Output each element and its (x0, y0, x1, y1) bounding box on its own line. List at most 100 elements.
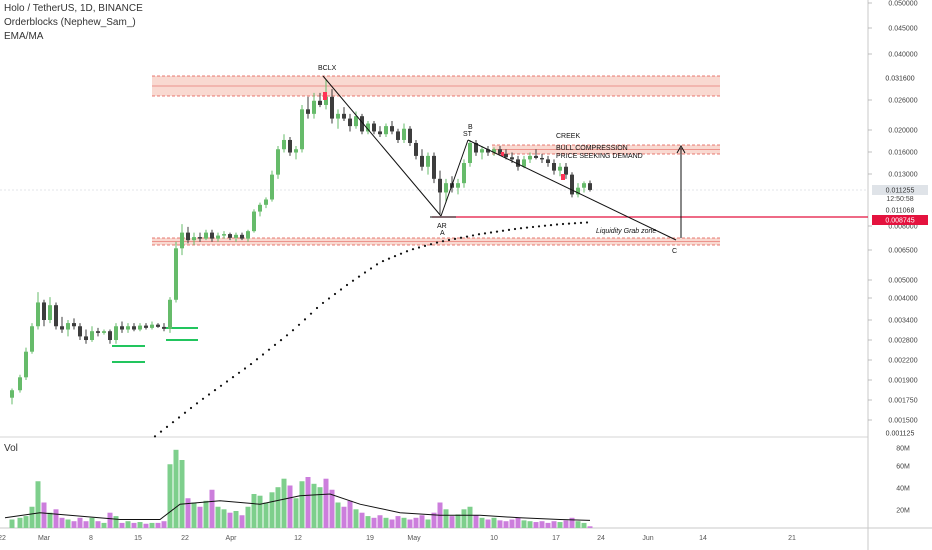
candle-body (342, 113, 346, 119)
candle-body (576, 187, 580, 195)
candle (588, 180, 592, 192)
candle-body (96, 331, 100, 333)
candle-body (552, 163, 556, 171)
candle-body (48, 305, 52, 320)
candle (108, 329, 112, 344)
highlight-candle-0 (323, 92, 327, 100)
time-axis-label: Mar (38, 535, 51, 542)
time-axis-label: 12 (294, 535, 302, 542)
volume-pane-label[interactable]: Vol (4, 443, 18, 454)
volume-bar (155, 522, 161, 528)
candle (486, 146, 490, 156)
last-price-badge-bg (872, 185, 928, 195)
candle (438, 170, 442, 214)
volume-bar (107, 512, 113, 528)
level-value-badge-text: 0.008745 (885, 218, 914, 225)
highlight-candle-2 (501, 152, 504, 156)
volume-bar (365, 516, 371, 528)
volume-bar (125, 521, 131, 528)
annotation-liquidity-grab: Liquidity Grab zone (596, 228, 656, 235)
symbol-title[interactable]: Holo / TetherUS, 1D, BINANCE (4, 3, 143, 14)
volume-bar (323, 478, 329, 528)
ema-dot (375, 263, 379, 266)
ema-dot (285, 334, 289, 337)
candle-body (438, 178, 442, 193)
volume-bar (491, 517, 497, 528)
candle (114, 323, 118, 344)
volume-bar (521, 520, 527, 528)
candle-body (144, 325, 148, 328)
candle (234, 232, 238, 242)
candle-body (162, 326, 166, 329)
candle (384, 123, 388, 138)
candle-body (504, 153, 508, 158)
candle (528, 152, 532, 164)
ema-dot (177, 416, 181, 419)
ema-dot (573, 222, 577, 225)
candle-body (114, 326, 118, 341)
volume-bar (461, 509, 467, 528)
candle-body (366, 123, 370, 132)
volume-bar (311, 483, 317, 528)
volume-bar (431, 512, 437, 528)
candle (42, 299, 46, 327)
volume-bar (71, 521, 77, 528)
avg-value-badge-bg (872, 205, 908, 215)
candle-body (216, 235, 220, 239)
annotation-st: ST (463, 131, 473, 138)
candle (252, 209, 256, 233)
candle-body (90, 331, 94, 341)
ema-dot (399, 252, 403, 255)
ema-dot (411, 248, 415, 251)
volume-bar (509, 519, 515, 528)
candle (540, 153, 544, 164)
candle-body (426, 155, 430, 167)
volume-bar (389, 519, 395, 528)
volume-tick-label: 40M (896, 486, 910, 493)
candle-body (510, 157, 514, 160)
volume-bar (557, 522, 563, 528)
candle (396, 128, 400, 143)
candle (336, 109, 340, 129)
time-axis-label: 14 (699, 535, 707, 542)
volume-bar (515, 517, 521, 528)
candle-body (246, 231, 250, 239)
ema-dot (501, 229, 505, 232)
volume-bar (401, 517, 407, 528)
candle (36, 292, 40, 330)
candle-body (180, 232, 184, 249)
candle-body (60, 326, 64, 330)
candle-body (570, 174, 574, 195)
candle (192, 232, 196, 245)
candle-body (204, 232, 208, 239)
ema-dot (585, 221, 589, 224)
price-tick-label: 0.003400 (888, 318, 917, 325)
price-tick-label: 0.005000 (888, 278, 917, 285)
candle (582, 181, 586, 193)
time-axis-label: 8 (89, 535, 93, 542)
candle (564, 163, 568, 179)
indicator-ema-label[interactable]: EMA/MA (4, 31, 44, 42)
candle-body (474, 142, 478, 153)
candle-body (210, 232, 214, 239)
volume-bar (419, 515, 425, 528)
ema-dot (561, 222, 565, 226)
volume-bar (341, 506, 347, 528)
volume-bar (467, 506, 473, 528)
volume-bar (287, 485, 293, 528)
ema-dot (441, 240, 445, 243)
volume-bar (239, 515, 245, 528)
candle (174, 241, 178, 303)
candle (468, 139, 472, 167)
candle-body (420, 155, 424, 167)
ema-dot (219, 384, 223, 387)
volume-bar (167, 464, 173, 528)
candle-body (588, 183, 592, 190)
volume-bar (9, 519, 15, 528)
indicator-orderblocks-label[interactable]: Orderblocks (Nephew_Sam_) (4, 17, 136, 28)
target-arrow-head (676, 144, 686, 154)
candle-body (414, 142, 418, 156)
ema-dot (225, 380, 229, 383)
annotation-c: C (672, 248, 677, 255)
